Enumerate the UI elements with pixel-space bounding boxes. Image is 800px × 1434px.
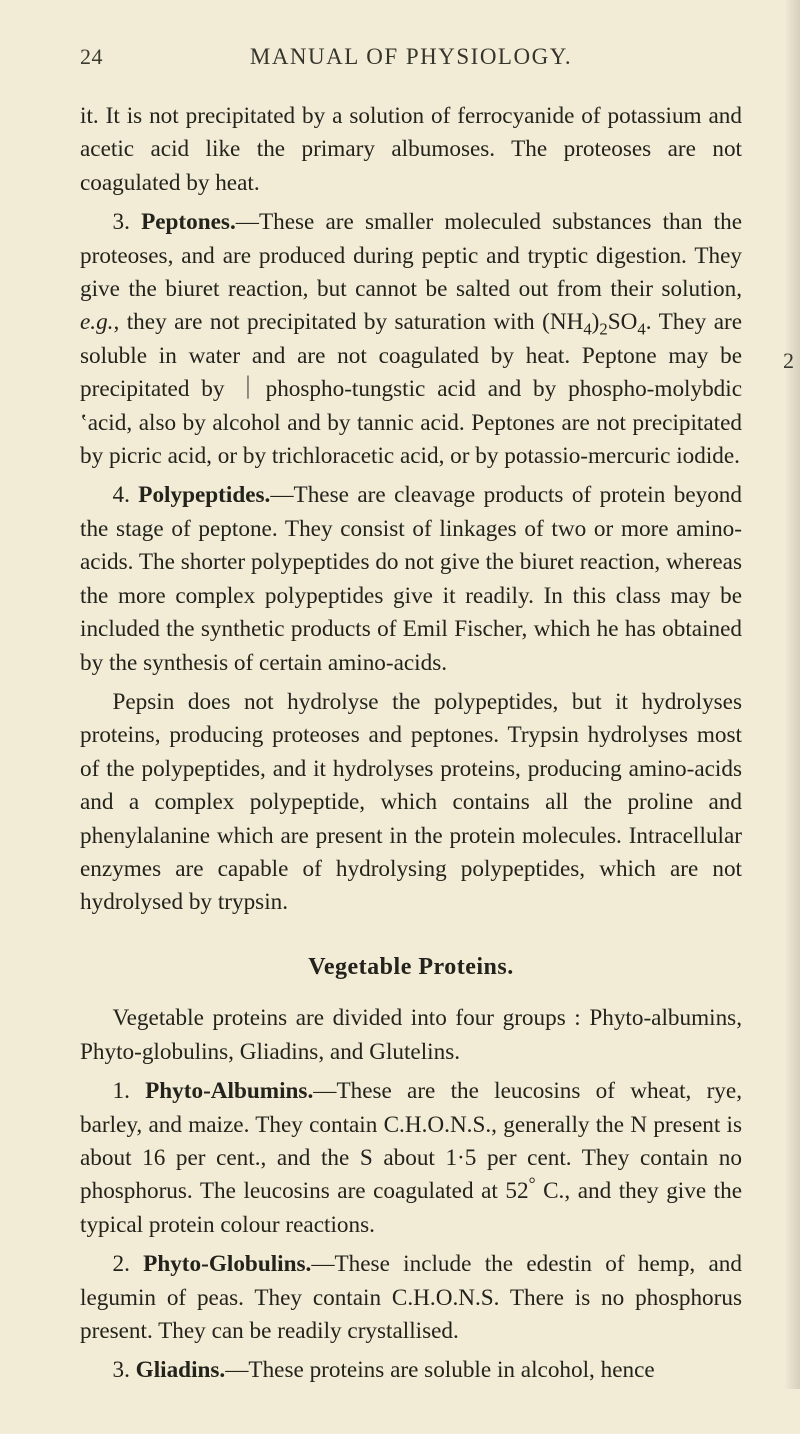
section-heading-vegetable-proteins: Vegetable Proteins. [80,950,742,985]
para-phyto-globulins: 2. Phyto-Globulins.—These include the ed… [80,1248,742,1348]
running-title: MANUAL OF PHYSIOLOGY. [140,44,742,70]
subscript: 2 [599,320,607,339]
item-number: 1. [112,1078,145,1104]
text-run: —These proteins are soluble in alcohol, … [225,1357,654,1383]
para-pepsin: Pepsin does not hydrolyse the polypeptid… [80,686,742,920]
body-text: it. It is not precipitated by a solution… [80,100,742,1388]
text-run: , they are not precipitated by saturatio… [113,309,583,335]
margin-mark: 2 [783,348,794,374]
page-header: 24 MANUAL OF PHYSIOLOGY. [80,44,742,70]
term-gliadins: Gliadins. [136,1357,226,1383]
para-gliadins: 3. Gliadins.—These proteins are soluble … [80,1354,742,1387]
text-run: SO [608,309,638,335]
item-number: 4. [112,482,138,508]
item-number: 3. [112,1357,135,1383]
para-polypeptides: 4. Polypeptides.—These are cleavage prod… [80,479,742,679]
page-number: 24 [80,44,140,70]
item-number: 2. [112,1251,143,1277]
para-veg-intro: Vegetable proteins are divided into four… [80,1002,742,1069]
para-peptones: 3. Peptones.—These are smaller moleculed… [80,206,742,473]
subscript: 4 [583,320,591,339]
term-polypeptides: Polypeptides. [138,482,270,508]
term-peptones: Peptones. [141,209,236,235]
subscript: 4 [637,320,645,339]
para-phyto-albumins: 1. Phyto-Albumins.—These are the leucosi… [80,1075,742,1242]
abbrev-eg: e.g. [80,309,113,335]
term-phyto-albumins: Phyto-Albumins. [145,1078,313,1104]
degree-symbol: ° [529,1174,536,1194]
term-phyto-globulins: Phyto-Globulins. [143,1251,311,1277]
item-number: 3. [112,209,141,235]
text-run: —These are cleavage products of protein … [80,482,742,675]
para-continuation: it. It is not precipitated by a solution… [80,100,742,200]
page: 24 MANUAL OF PHYSIOLOGY. it. It is not p… [0,0,800,1434]
